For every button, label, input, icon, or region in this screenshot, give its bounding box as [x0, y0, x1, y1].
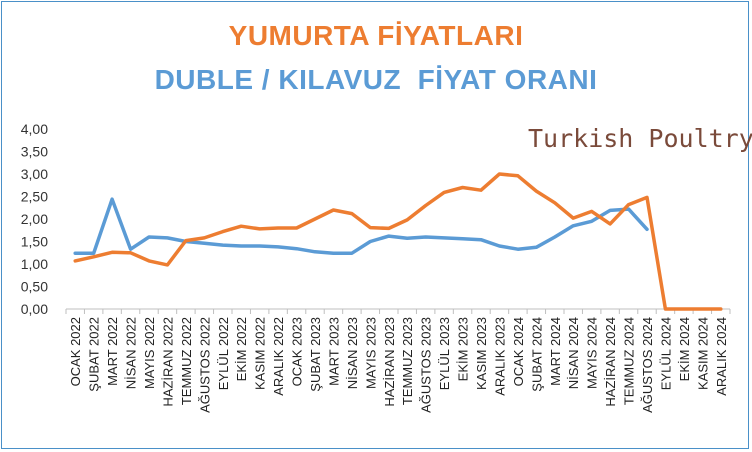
x-tick-label: KASIM 2024	[695, 317, 710, 390]
x-tick-label: ŞUBAT 2023	[308, 317, 323, 392]
x-tick-label: EYLÜL 2022	[216, 317, 231, 390]
y-tick-label: 2,50	[21, 189, 48, 205]
watermark-text: Turkish Poultry	[528, 124, 752, 153]
x-tick-label: MAYIS 2024	[585, 317, 600, 389]
series-line-1	[73, 197, 649, 255]
x-tick-label: NİSAN 2023	[345, 317, 360, 389]
series-line-2	[73, 172, 723, 311]
x-tick-label: AĞUSTOS 2024	[640, 317, 655, 413]
x-tick-label: ŞUBAT 2022	[87, 317, 102, 392]
x-tick-label: EKİM 2023	[456, 317, 471, 381]
y-tick-label: 4,00	[21, 121, 48, 137]
x-tick-label: KASIM 2023	[474, 317, 489, 390]
y-tick-label: 0,00	[21, 301, 48, 317]
x-tick-label: MAYIS 2022	[142, 317, 157, 389]
y-tick-label: 1,50	[21, 234, 48, 250]
x-tick-label: TEMMUZ 2024	[622, 317, 637, 405]
x-tick-label: MAYIS 2023	[363, 317, 378, 389]
x-tick-label: EKİM 2024	[677, 317, 692, 381]
y-tick-label: 3,00	[21, 166, 48, 182]
x-tick-label: ŞUBAT 2024	[529, 317, 544, 392]
x-tick-label: MART 2024	[548, 317, 563, 386]
x-tick-label: NİSAN 2024	[566, 317, 581, 389]
x-tick-label: ARALIK 2022	[271, 317, 286, 396]
x-tick-label: MART 2022	[105, 317, 120, 386]
x-tick-label: KASIM 2022	[253, 317, 268, 390]
x-tick-label: EYLÜL 2023	[437, 317, 452, 390]
x-tick-label: AĞUSTOS 2023	[419, 317, 434, 413]
x-tick-label: TEMMUZ 2023	[400, 317, 415, 405]
x-tick-label: ARALIK 2024	[714, 317, 729, 396]
series-lines	[73, 172, 723, 311]
x-tick-label: OCAK 2023	[290, 317, 305, 386]
x-tick-label: ARALIK 2023	[492, 317, 507, 396]
x-tick-label: HAZİRAN 2024	[603, 317, 618, 407]
x-tick-label: HAZİRAN 2022	[160, 317, 175, 407]
x-tick-label: NİSAN 2022	[124, 317, 139, 389]
chart-title: YUMURTA FİYATLARI	[228, 20, 524, 51]
x-tick-label: EKİM 2022	[234, 317, 249, 381]
x-axis: OCAK 2022 ŞUBAT 2022 MART 2022 NİSAN 2022 MA…	[65, 308, 731, 413]
x-tick-label: OCAK 2022	[68, 317, 83, 386]
x-tick-label: AĞUSTOS 2022	[197, 317, 212, 413]
y-tick-label: 0,50	[21, 279, 48, 295]
y-tick-label: 1,00	[21, 256, 48, 272]
x-tick-label: MART 2023	[326, 317, 341, 386]
x-tick-label: HAZİRAN 2023	[382, 317, 397, 407]
x-tick-label: TEMMUZ 2022	[179, 317, 194, 405]
y-tick-label: 3,50	[21, 144, 48, 160]
y-tick-label: 2,00	[21, 211, 48, 227]
chart-subtitle: DUBLE / KILAVUZ FİYAT ORANI	[154, 64, 598, 95]
watermark-logo: Turkish Poultry.net	[528, 124, 752, 162]
y-axis: 4,00 3,50 3,00 2,50 2,00 1,50 1,00 0,50 0,00	[21, 121, 48, 317]
x-tick-label: EYLÜL 2024	[658, 317, 673, 390]
x-tick-label: OCAK 2024	[511, 317, 526, 386]
